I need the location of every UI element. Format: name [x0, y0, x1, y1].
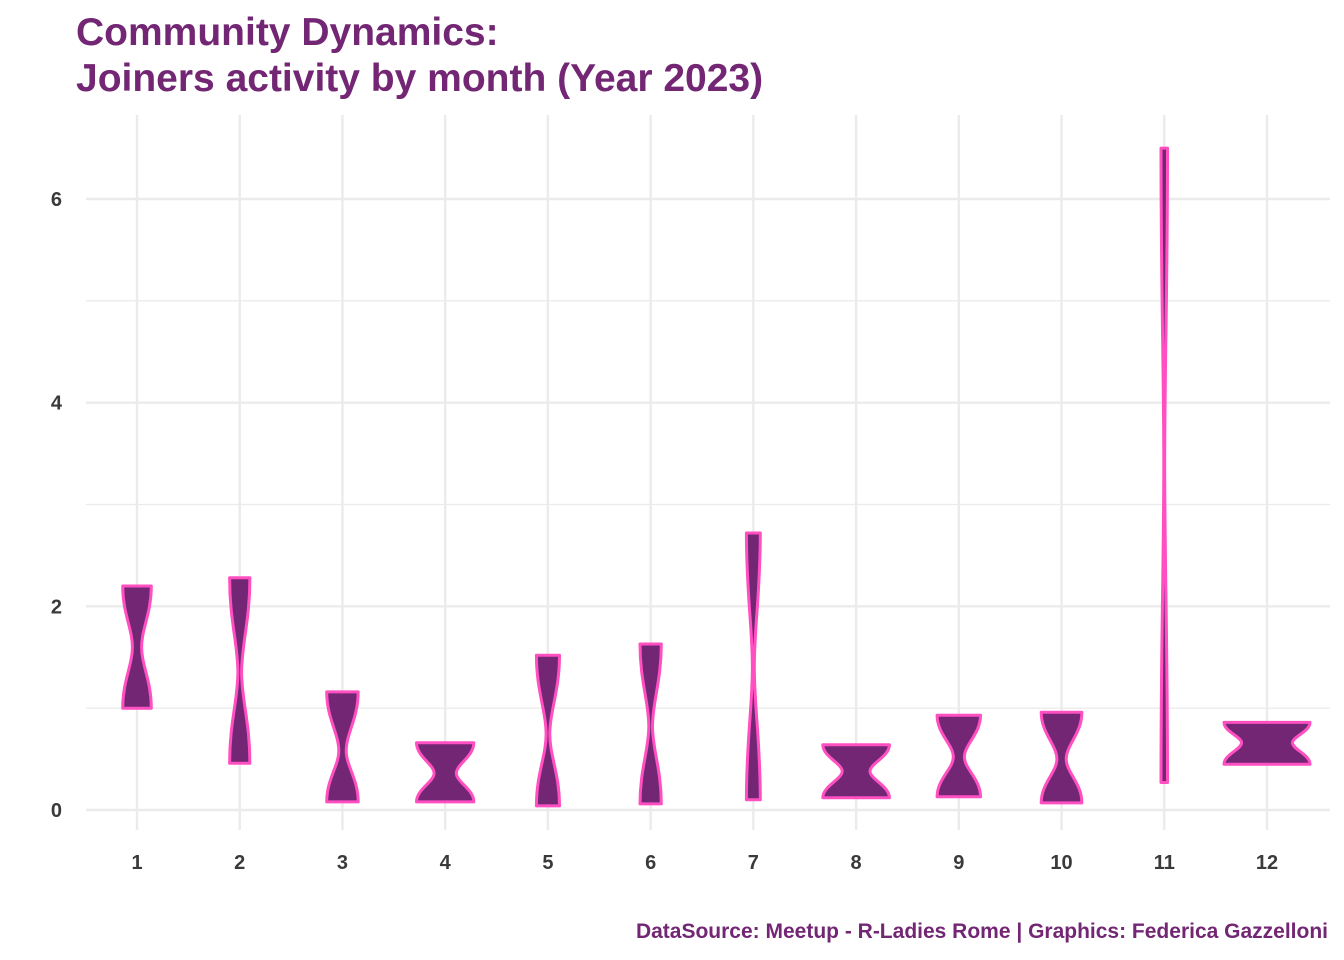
x-tick-label: 3: [337, 852, 348, 874]
grid-lines: [86, 115, 1330, 830]
y-tick-label: 4: [51, 393, 63, 415]
violin-month-1: [121, 584, 153, 710]
violin-month-12: [1222, 720, 1312, 766]
violin-month-4: [415, 741, 476, 804]
x-axis-tick-labels: 1 2 3 4 5 6 7 8 9 10 11 12: [131, 852, 1278, 874]
violins: [121, 146, 1312, 808]
y-tick-label: 2: [51, 596, 62, 618]
x-tick-label: 4: [440, 852, 452, 874]
violin-month-10: [1039, 710, 1084, 805]
chart-caption: DataSource: Meetup - R-Ladies Rome | Gra…: [635, 920, 1328, 943]
x-tick-label: 5: [542, 852, 553, 874]
chart-title: Community Dynamics: Joiners activity by …: [76, 10, 763, 102]
x-tick-label: 7: [748, 852, 759, 874]
x-tick-label: 11: [1154, 852, 1175, 874]
violin-month-3: [325, 690, 360, 804]
x-tick-label: 9: [953, 852, 964, 874]
violin-month-2: [228, 576, 252, 765]
chart-title-line-1: Community Dynamics:: [76, 11, 499, 54]
x-tick-label: 6: [645, 852, 656, 874]
violin-month-11: [1159, 146, 1169, 784]
y-tick-label: 6: [51, 189, 62, 211]
y-tick-label: 0: [51, 800, 62, 822]
violin-month-8: [821, 743, 891, 800]
violin-month-7: [744, 531, 762, 802]
violin-month-6: [638, 642, 663, 806]
x-tick-label: 1: [131, 852, 142, 874]
x-tick-label: 2: [234, 852, 245, 874]
x-tick-label: 12: [1256, 852, 1278, 874]
violin-month-5: [534, 653, 561, 808]
chart-title-line-2: Joiners activity by month (Year 2023): [76, 57, 764, 100]
x-tick-label: 8: [851, 852, 862, 874]
violin-month-9: [935, 713, 982, 799]
x-tick-label: 10: [1050, 852, 1072, 874]
y-axis-tick-labels: 0 2 4 6: [51, 189, 63, 822]
